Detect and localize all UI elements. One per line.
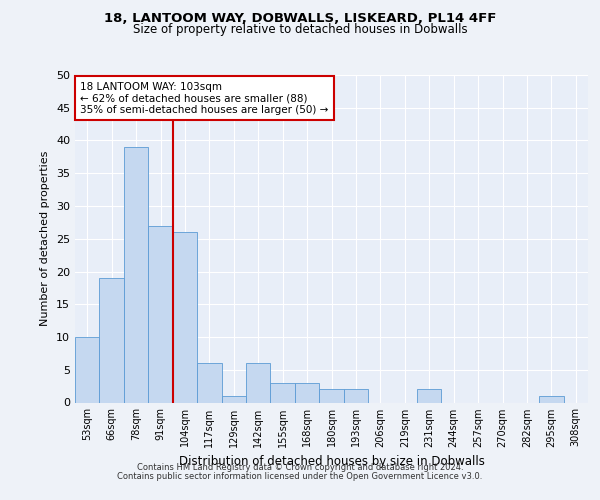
Bar [100, 278, 124, 402]
Bar [75, 337, 100, 402]
Bar [148, 226, 173, 402]
Bar [173, 232, 197, 402]
Text: Contains public sector information licensed under the Open Government Licence v3: Contains public sector information licen… [118, 472, 482, 481]
Bar [124, 147, 148, 403]
Text: Contains HM Land Registry data © Crown copyright and database right 2024.: Contains HM Land Registry data © Crown c… [137, 464, 463, 472]
Bar [539, 396, 563, 402]
Bar [197, 363, 221, 403]
Bar [271, 383, 295, 402]
Bar [319, 390, 344, 402]
Bar [221, 396, 246, 402]
Bar [417, 390, 442, 402]
X-axis label: Distribution of detached houses by size in Dobwalls: Distribution of detached houses by size … [179, 455, 484, 468]
Bar [246, 363, 271, 403]
Bar [344, 390, 368, 402]
Text: 18 LANTOOM WAY: 103sqm
← 62% of detached houses are smaller (88)
35% of semi-det: 18 LANTOOM WAY: 103sqm ← 62% of detached… [80, 82, 329, 114]
Y-axis label: Number of detached properties: Number of detached properties [40, 151, 50, 326]
Text: Size of property relative to detached houses in Dobwalls: Size of property relative to detached ho… [133, 22, 467, 36]
Bar [295, 383, 319, 402]
Text: 18, LANTOOM WAY, DOBWALLS, LISKEARD, PL14 4FF: 18, LANTOOM WAY, DOBWALLS, LISKEARD, PL1… [104, 12, 496, 26]
